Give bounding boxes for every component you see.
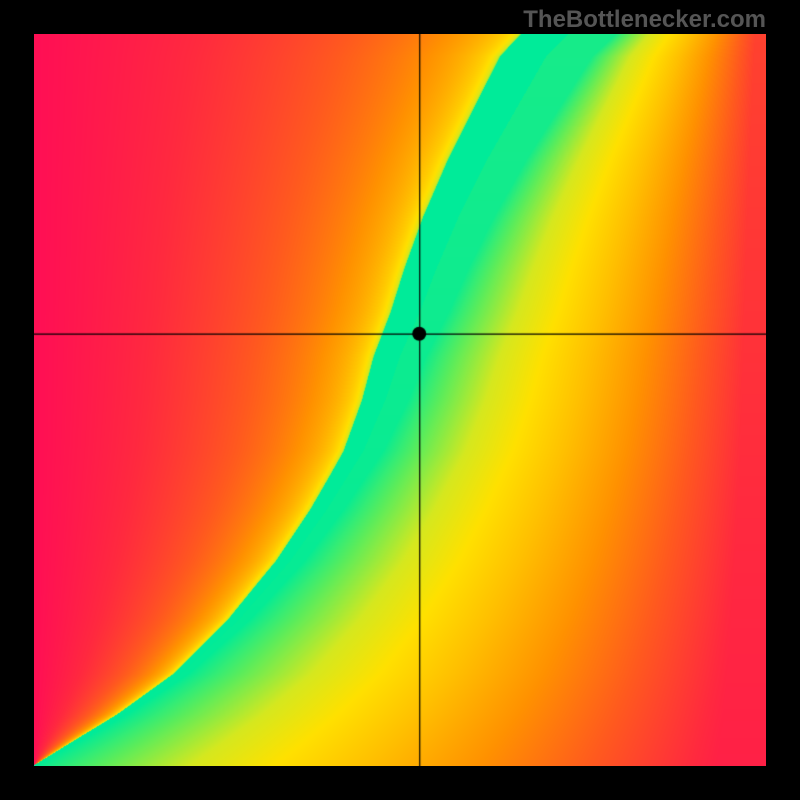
watermark-text: TheBottlenecker.com bbox=[523, 6, 766, 34]
chart-container: TheBottlenecker.com bbox=[0, 0, 800, 800]
bottleneck-heatmap bbox=[34, 34, 766, 766]
